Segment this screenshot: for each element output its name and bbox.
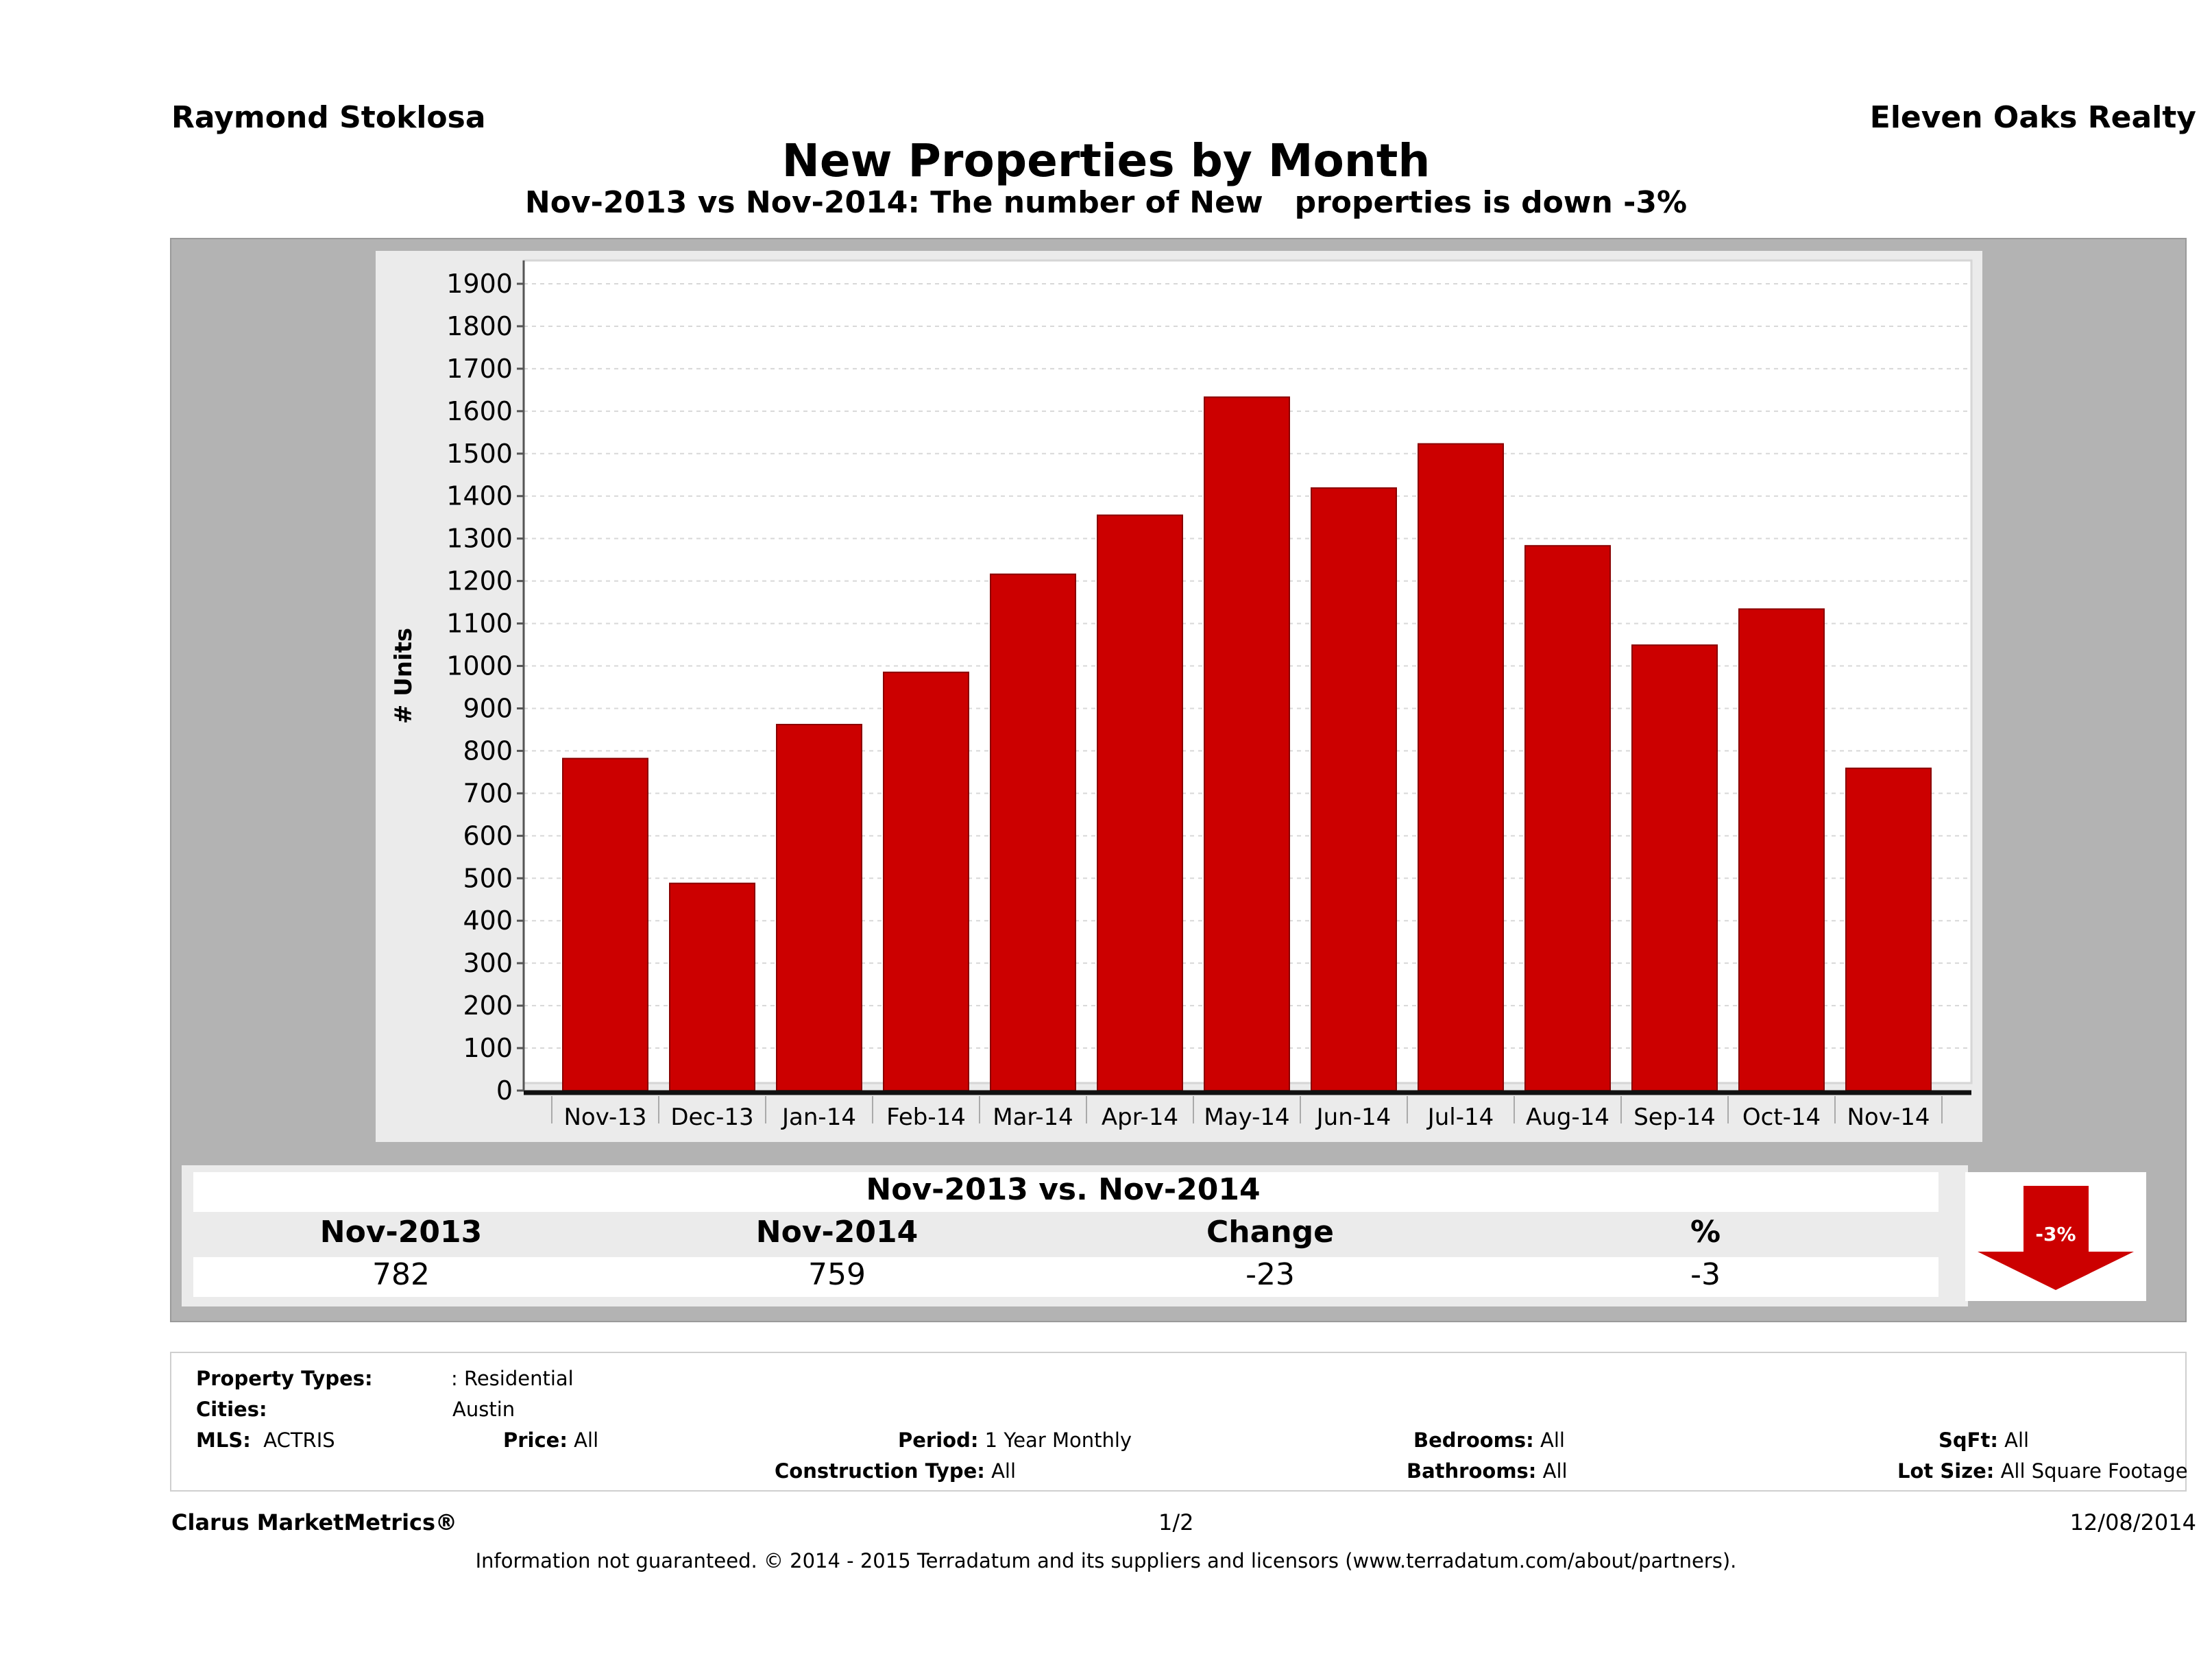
cities-value: Austin — [452, 1398, 515, 1421]
cities-label: Cities: — [196, 1398, 267, 1421]
y-axis-label: # Units — [390, 628, 417, 724]
construction-type-value: All — [991, 1459, 1017, 1483]
period-value: 1 Year Monthly — [984, 1428, 1132, 1452]
bar-jun-14 — [1311, 487, 1397, 1091]
bar-jul-14 — [1418, 443, 1504, 1091]
summary-value-change: -23 — [1245, 1257, 1295, 1292]
bar-nov-14 — [1845, 767, 1932, 1091]
summary-header-nov2013: Nov-2013 — [319, 1215, 483, 1250]
x-tick-label: Mar-14 — [993, 1104, 1073, 1131]
sqft-label: SqFt: — [1938, 1428, 1998, 1452]
x-tick-label: Jul-14 — [1426, 1104, 1494, 1131]
bar-nov-13 — [562, 757, 648, 1091]
summary-header-change: Change — [1206, 1215, 1334, 1250]
y-tick-label: 1500 — [446, 439, 513, 469]
bedrooms-label: Bedrooms: — [1413, 1428, 1534, 1452]
chart-subtitle: Nov-2013 vs Nov-2014: The number of New … — [524, 185, 1688, 220]
y-tick-label: 1100 — [446, 609, 513, 639]
y-tick-label: 0 — [496, 1075, 513, 1106]
down-arrow-icon — [1978, 1186, 2134, 1290]
x-tick-label: Jan-14 — [781, 1104, 856, 1131]
criteria-box: Property Types: : Residential Cities: Au… — [170, 1352, 2188, 1492]
price-label: Price: — [503, 1428, 568, 1452]
y-tick-label: 800 — [463, 735, 513, 766]
footer-brand: Clarus MarketMetrics® — [171, 1509, 458, 1535]
period-label: Period: — [898, 1428, 979, 1452]
chart-title: New Properties by Month — [781, 134, 1431, 187]
lot-size-label: Lot Size: — [1897, 1459, 1995, 1483]
y-tick-label: 500 — [463, 863, 513, 893]
y-tick-label: 300 — [463, 948, 513, 978]
bar-may-14 — [1204, 396, 1290, 1091]
agent-name: Raymond Stoklosa — [171, 100, 486, 135]
report-date: 12/08/2014 — [2069, 1509, 2196, 1535]
y-tick-label: 900 — [463, 693, 513, 723]
bathrooms-value: All — [1542, 1459, 1568, 1483]
y-tick-label: 1800 — [446, 311, 513, 341]
summary-title: Nov-2013 vs. Nov-2014 — [866, 1172, 1261, 1207]
construction-type-label: Construction Type: — [775, 1459, 985, 1483]
disclaimer: Information not guaranteed. © 2014 - 201… — [475, 1549, 1737, 1572]
bar-sep-14 — [1631, 644, 1718, 1091]
bar-chart: 0 100 200 300 400 500 600 700 800 900 1000 1100 1200… — [376, 251, 1982, 1142]
price-value: All — [574, 1428, 599, 1452]
company-name: Eleven Oaks Realty — [1869, 100, 2196, 135]
bar-dec-13 — [669, 882, 755, 1091]
y-tick-label: 1600 — [446, 396, 513, 426]
bar-jan-14 — [776, 724, 862, 1091]
y-tick-label: 1300 — [446, 524, 513, 554]
summary-panel: Nov-2013 vs. Nov-2014 Nov-2013 Nov-2014 … — [182, 1165, 1968, 1306]
mls-value: ACTRIS — [263, 1428, 335, 1452]
y-tick-label: 400 — [463, 905, 513, 936]
summary-value-nov2013: 782 — [372, 1257, 430, 1292]
x-tick-label: Nov-13 — [564, 1104, 647, 1131]
bar-aug-14 — [1524, 545, 1611, 1091]
x-tick-label: Nov-14 — [1847, 1104, 1930, 1131]
bar-feb-14 — [883, 671, 969, 1091]
change-badge-text: -3% — [2035, 1223, 2076, 1245]
summary-value-nov2014: 759 — [808, 1257, 866, 1292]
sqft-value: All — [2004, 1428, 2030, 1452]
property-types-value: : Residential — [451, 1367, 574, 1390]
change-badge-box: -3% — [1965, 1172, 2146, 1301]
x-tick-label: Sep-14 — [1633, 1104, 1716, 1131]
x-tick-label: Aug-14 — [1526, 1104, 1609, 1131]
x-tick-label: Oct-14 — [1742, 1104, 1821, 1131]
bar-mar-14 — [990, 573, 1076, 1092]
summary-value-band — [193, 1257, 1938, 1297]
y-tick-label: 200 — [463, 990, 513, 1021]
y-tick-label: 600 — [463, 820, 513, 851]
x-tick-label: May-14 — [1204, 1104, 1289, 1131]
mls-label: MLS: — [196, 1428, 251, 1452]
property-types-label: Property Types: — [196, 1367, 373, 1390]
bar-apr-14 — [1097, 514, 1183, 1091]
summary-header-percent: % — [1690, 1215, 1721, 1250]
x-tick-label: Dec-13 — [670, 1104, 753, 1131]
summary-value-percent: -3 — [1690, 1257, 1721, 1292]
summary-title-band — [193, 1172, 1938, 1212]
lot-size-value: All Square Footage — [2000, 1459, 2188, 1483]
page-number: 1/2 — [1158, 1509, 1194, 1535]
y-tick-label: 1400 — [446, 481, 513, 511]
y-tick-label: 1000 — [446, 651, 513, 681]
x-tick-label: Feb-14 — [886, 1104, 966, 1131]
y-tick-label: 1200 — [446, 566, 513, 596]
y-tick-label: 100 — [463, 1033, 513, 1063]
summary-header-nov2014: Nov-2014 — [755, 1215, 919, 1250]
bathrooms-label: Bathrooms: — [1407, 1459, 1537, 1483]
x-tick-label: Apr-14 — [1102, 1104, 1178, 1131]
bedrooms-value: All — [1540, 1428, 1565, 1452]
y-tick-label: 1900 — [446, 269, 513, 299]
bar-oct-14 — [1738, 608, 1825, 1091]
y-tick-label: 1700 — [446, 354, 513, 384]
x-tick-label: Jun-14 — [1315, 1104, 1391, 1131]
y-tick-label: 700 — [463, 778, 513, 808]
